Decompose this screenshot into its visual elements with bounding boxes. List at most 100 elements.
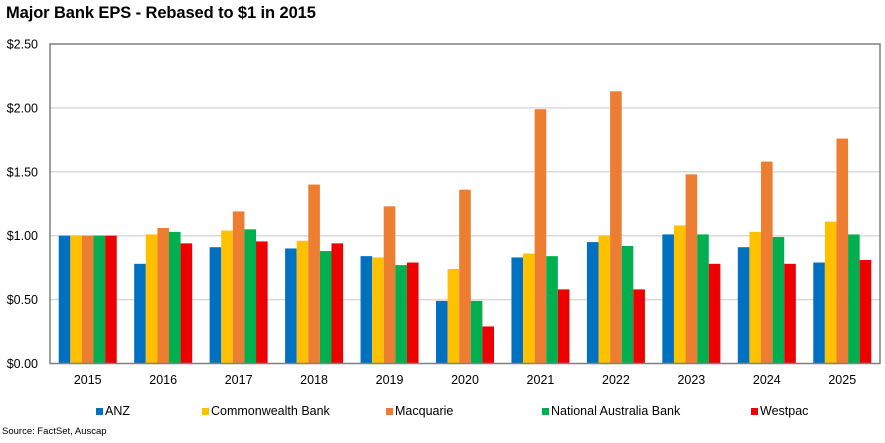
bar-group-2023: [662, 174, 721, 364]
bar-commonwealth-bank-2022: [598, 235, 611, 364]
plot-area-border: [49, 43, 881, 365]
bar-anz-2016: [134, 263, 146, 364]
bar-national-australia-bank-2023: [697, 234, 709, 364]
x-tick-label: 2022: [602, 373, 630, 387]
legend-swatch: [542, 407, 549, 415]
bar-macquarie-2015: [81, 235, 94, 364]
bar-group-2024: [737, 161, 796, 364]
bar-anz-2022: [586, 242, 599, 364]
legend-swatch: [96, 407, 103, 415]
legend-swatch: [386, 407, 393, 415]
bar-commonwealth-bank-2017: [221, 230, 233, 364]
bar-macquarie-2018: [308, 184, 320, 364]
bar-group-2015: [58, 235, 117, 364]
bar-macquarie-2019: [383, 206, 396, 364]
bar-anz-2018: [285, 248, 297, 364]
x-tick-label: 2019: [376, 373, 404, 387]
bar-group-2018: [285, 184, 344, 364]
y-tick-label: $2.00: [7, 101, 38, 115]
bar-commonwealth-bank-2019: [372, 257, 384, 364]
bar-group-2019: [360, 206, 419, 364]
bar-anz-2021: [511, 257, 524, 364]
bar-anz-2023: [662, 234, 674, 364]
bar-national-australia-bank-2016: [168, 231, 181, 364]
bar-macquarie-2024: [761, 161, 773, 364]
y-tick-label: $2.50: [7, 38, 38, 52]
bar-group-2021: [511, 109, 570, 364]
bar-commonwealth-bank-2025: [824, 221, 837, 364]
legend-swatch: [202, 407, 209, 415]
bar-macquarie-2020: [459, 189, 471, 364]
x-tick-label: 2018: [300, 373, 328, 387]
bars: [58, 91, 872, 364]
bar-national-australia-bank-2017: [244, 229, 257, 364]
bar-commonwealth-bank-2016: [145, 234, 158, 364]
bar-national-australia-bank-2020: [470, 300, 483, 364]
bar-westpac-2024: [784, 263, 796, 364]
source-note: Source: FactSet, Auscap: [2, 426, 107, 437]
legend-label: National Australia Bank: [551, 404, 681, 418]
bar-national-australia-bank-2025: [848, 234, 860, 364]
bar-national-australia-bank-2021: [546, 256, 558, 364]
x-tick-label: 2021: [527, 373, 555, 387]
bar-chart: $0.00$0.50$1.00$1.50$2.00$2.50 2015 2016 2…: [7, 38, 881, 387]
y-tick-label: $0.50: [7, 293, 38, 307]
bar-group-2025: [813, 138, 872, 364]
bar-commonwealth-bank-2018: [296, 240, 309, 364]
bar-westpac-2022: [633, 289, 645, 364]
bar-anz-2024: [737, 247, 750, 364]
legend: ANZ Commonwealth Bank Macquarie National Au…: [0, 404, 885, 420]
x-axis-ticks: 2015 2016 2017 2018 2019 2020 2021 2022 2023 2024…: [74, 373, 856, 387]
bar-group-2020: [436, 189, 494, 364]
chart-title: Major Bank EPS - Rebased to $1 in 2015: [6, 4, 316, 22]
bar-anz-2019: [360, 256, 373, 364]
bar-national-australia-bank-2024: [772, 236, 785, 364]
legend-item-macquarie: Macquarie: [386, 404, 453, 418]
legend-item-anz: ANZ: [96, 404, 130, 418]
bar-westpac-2020: [482, 326, 494, 364]
legend-label: Westpac: [760, 404, 809, 418]
x-tick-label: 2016: [149, 373, 177, 387]
y-axis-ticks: $0.00 $0.50 $1.00 $1.50 $2.00 $2.50: [7, 38, 38, 372]
legend-label: ANZ: [105, 404, 130, 418]
x-tick-label: 2015: [74, 373, 102, 387]
bar-macquarie-2017: [232, 211, 245, 364]
bar-westpac-2025: [859, 259, 872, 364]
x-tick-label: 2023: [677, 373, 705, 387]
bar-macquarie-2023: [685, 174, 698, 364]
bar-westpac-2016: [180, 243, 193, 364]
y-tick-label: $1.00: [7, 229, 38, 243]
bar-anz-2015: [58, 235, 71, 364]
x-tick-label: 2017: [225, 373, 253, 387]
bar-commonwealth-bank-2023: [673, 225, 686, 364]
legend-item-national-australia-bank: National Australia Bank: [542, 404, 680, 418]
bar-westpac-2023: [708, 263, 721, 364]
bar-anz-2025: [813, 262, 825, 364]
legend-label: Macquarie: [395, 404, 454, 418]
x-tick-label: 2020: [451, 373, 479, 387]
bar-westpac-2018: [331, 243, 344, 364]
bar-group-2017: [209, 211, 268, 364]
bar-macquarie-2025: [836, 138, 849, 364]
bar-national-australia-bank-2022: [621, 245, 634, 364]
bar-commonwealth-bank-2020: [447, 268, 460, 364]
bar-national-australia-bank-2015: [93, 235, 106, 364]
legend-item-commonwealth-bank: Commonwealth Bank: [202, 404, 330, 418]
bar-westpac-2017: [256, 241, 268, 364]
x-tick-label: 2025: [828, 373, 856, 387]
bar-national-australia-bank-2019: [395, 265, 407, 364]
bar-national-australia-bank-2018: [319, 251, 332, 364]
legend-label: Commonwealth Bank: [211, 404, 330, 418]
x-tick-label: 2024: [753, 373, 781, 387]
bar-macquarie-2021: [534, 109, 547, 364]
bar-commonwealth-bank-2024: [749, 231, 762, 364]
bar-group-2022: [586, 91, 645, 364]
bar-westpac-2019: [406, 262, 419, 364]
bar-westpac-2015: [105, 235, 117, 364]
bar-macquarie-2016: [157, 228, 169, 364]
bar-anz-2017: [209, 247, 222, 364]
bar-westpac-2021: [557, 289, 570, 364]
bar-group-2016: [134, 228, 193, 364]
legend-swatch: [751, 407, 758, 415]
bar-macquarie-2022: [610, 91, 622, 364]
